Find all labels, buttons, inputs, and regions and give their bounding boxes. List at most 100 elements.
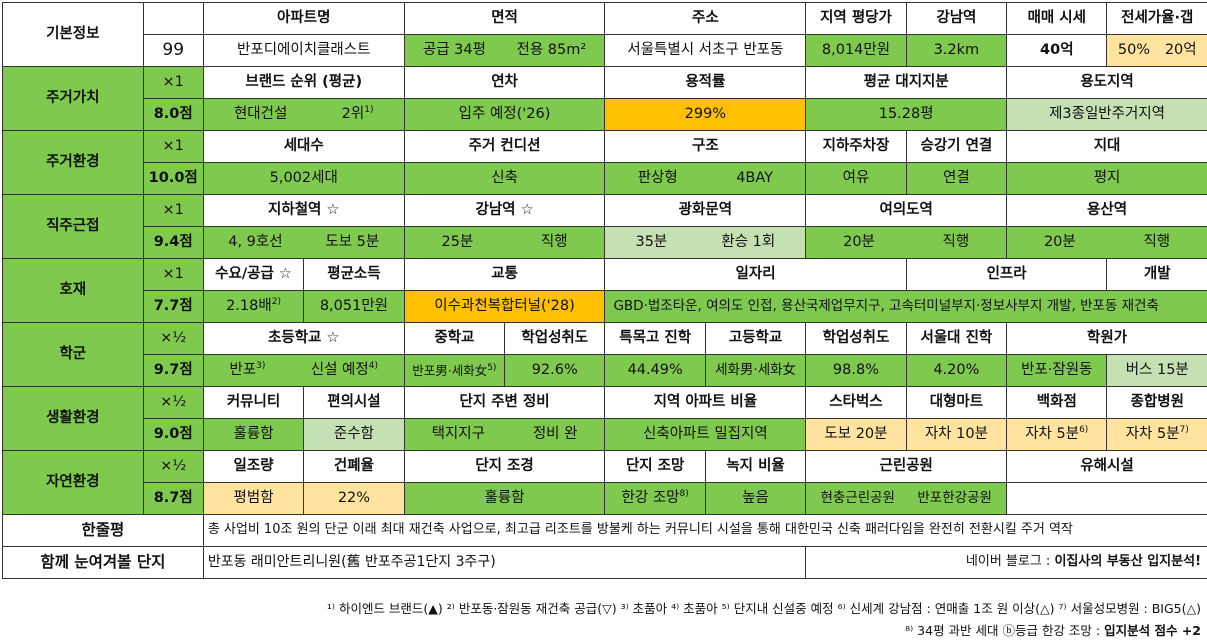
rank: 2위 (341, 105, 365, 122)
header-dev: 개발 (1106, 258, 1207, 291)
high-achievement: 98.8% (805, 354, 907, 387)
households: 5,002세대 (202, 162, 405, 195)
footnote-marker: 4) (368, 360, 378, 371)
section-label-school: 학군 (2, 322, 144, 387)
header-elevator: 승강기 연결 (905, 130, 1008, 163)
park-1: 현충근린공원 (820, 490, 895, 507)
header-transport: 교통 (403, 258, 606, 291)
header-price-per-pyeong: 지역 평당가 (805, 2, 907, 35)
header-coverage: 건폐율 (303, 450, 405, 483)
header-yeouido: 여의도역 (805, 194, 1008, 227)
apt-name: 반포디에이치클래스트 (202, 34, 405, 67)
zoning: 제3종일반주거지역 (1006, 98, 1207, 131)
header-starbucks: 스타벅스 (805, 386, 907, 419)
header-gwanghwamun: 광화문역 (604, 194, 807, 227)
community: 훌륭함 (202, 418, 305, 451)
header-middle: 중학교 (403, 322, 506, 355)
starbucks: 도보 20분 (805, 418, 907, 451)
header-hazard: 유해시설 (1006, 450, 1207, 483)
header-view: 단지 조망 (604, 450, 706, 483)
header-far: 용적률 (604, 66, 807, 99)
park-cell: 현충근린공원 반포한강공원 (805, 482, 1008, 515)
structure-cell: 판상형 4BAY (604, 162, 807, 195)
special-high: 44.49% (604, 354, 706, 387)
header-year: 연차 (403, 66, 606, 99)
header-middle-achievement: 학업성취도 (504, 322, 606, 355)
landscaping: 훌륭함 (403, 482, 606, 515)
header-academy: 학원가 (1006, 322, 1207, 355)
gwanghwamun-cell: 35분 환승 1회 (604, 226, 807, 259)
header-mart: 대형마트 (905, 386, 1008, 419)
middle-achievement: 92.6% (504, 354, 606, 387)
yeouido-mode: 직행 (942, 233, 970, 250)
header-gangnam-station: 강남역 ☆ (403, 194, 606, 227)
middle-school: 반포男·세화女 (412, 362, 488, 378)
gangnam-time: 25분 (441, 233, 474, 250)
header-green-ratio: 녹지 비율 (704, 450, 807, 483)
header-surroundings: 단지 주변 정비 (403, 386, 606, 419)
header-brand-rank: 브랜드 순위 (평균) (202, 66, 405, 99)
header-address: 주소 (604, 2, 807, 35)
view: 한강 조망 (621, 489, 680, 506)
apt-number: 99 (142, 34, 204, 67)
footnote-marker: 8) (679, 488, 689, 499)
elementary-2: 신설 예정 (310, 361, 369, 378)
header-yongsan: 용산역 (1006, 194, 1207, 227)
jeonse-cell: 50% 20억 (1106, 34, 1207, 67)
green-ratio: 높음 (704, 482, 807, 515)
header-community: 커뮤니티 (202, 386, 305, 419)
convenience: 준수함 (303, 418, 405, 451)
header-infra: 인프라 (905, 258, 1108, 291)
section-label-residential-env: 주거환경 (2, 130, 144, 195)
jeonse-gap: 20억 (1164, 41, 1197, 58)
academy-bus: 버스 15분 (1106, 354, 1207, 387)
header-structure: 구조 (604, 130, 807, 163)
score: 9.0점 (142, 418, 204, 451)
header-area: 면적 (403, 2, 606, 35)
header-income: 평균소득 (303, 258, 405, 291)
surroundings-2: 정비 완 (532, 425, 578, 442)
footnote-marker: 2) (271, 296, 281, 307)
footnote-marker: 3) (256, 360, 266, 371)
subway-cell: 4, 9호선 도보 5분 (202, 226, 405, 259)
surroundings-cell: 택지지구 정비 완 (403, 418, 606, 451)
gangnam-mode: 직행 (540, 233, 568, 250)
header-park: 근린공원 (805, 450, 1008, 483)
coverage: 22% (303, 482, 405, 515)
brand: 현대건설 (233, 105, 288, 122)
summary-label: 한줄평 (2, 514, 204, 547)
snu: 4.20% (905, 354, 1008, 387)
footnote-text: ⁸⁾ 34평 과반 세대 ⓑ등급 한강 조망 : (905, 623, 1105, 638)
score: 8.7점 (142, 482, 204, 515)
section-label-living: 생활환경 (2, 386, 144, 451)
sunlight: 평범함 (202, 482, 305, 515)
header-jobs: 일자리 (604, 258, 907, 291)
multiplier: ×½ (142, 322, 204, 355)
blog-cell: 네이버 블로그 : 이집사의 부동산 입지분석! (805, 546, 1207, 579)
header-special-high: 특목고 진학 (604, 322, 706, 355)
parking: 여유 (805, 162, 907, 195)
hospital: 자차 5분 (1125, 425, 1180, 442)
dept-store-cell: 자차 5분6) (1006, 418, 1108, 451)
section-label-residential-value: 주거가치 (2, 66, 144, 131)
sale-price: 40억 (1006, 34, 1108, 67)
yongsan-time: 20분 (1043, 233, 1076, 250)
score: 10.0점 (142, 162, 204, 195)
multiplier: ×1 (142, 194, 204, 227)
transport: 이수과천복합터널('28) (403, 290, 606, 323)
header-jeonse: 전세가율·갭 (1106, 2, 1207, 35)
address: 서울특별시 서초구 반포동 (604, 34, 807, 67)
multiplier: ×1 (142, 258, 204, 291)
gwanghwamun-mode: 환승 1회 (721, 233, 776, 250)
supply-demand: 2.18배 (226, 297, 272, 314)
park-2: 반포한강공원 (917, 490, 992, 507)
footnotes-line-2: ⁸⁾ 34평 과반 세대 ⓑ등급 한강 조망 : 입지분석 점수 +2 (905, 620, 1201, 639)
view-cell: 한강 조망8) (604, 482, 706, 515)
area-cell: 공급 34평 전용 85m² (403, 34, 606, 67)
dept-store: 자차 5분 (1025, 425, 1080, 442)
hospital-cell: 자차 5분7) (1106, 418, 1207, 451)
income: 8,051만원 (303, 290, 405, 323)
compare-text: 반포동 래미안트리니원(舊 반포주공1단지 3주구) (202, 546, 807, 579)
middle-cell: 반포男·세화女5) (403, 354, 506, 387)
multiplier: ×½ (142, 450, 204, 483)
